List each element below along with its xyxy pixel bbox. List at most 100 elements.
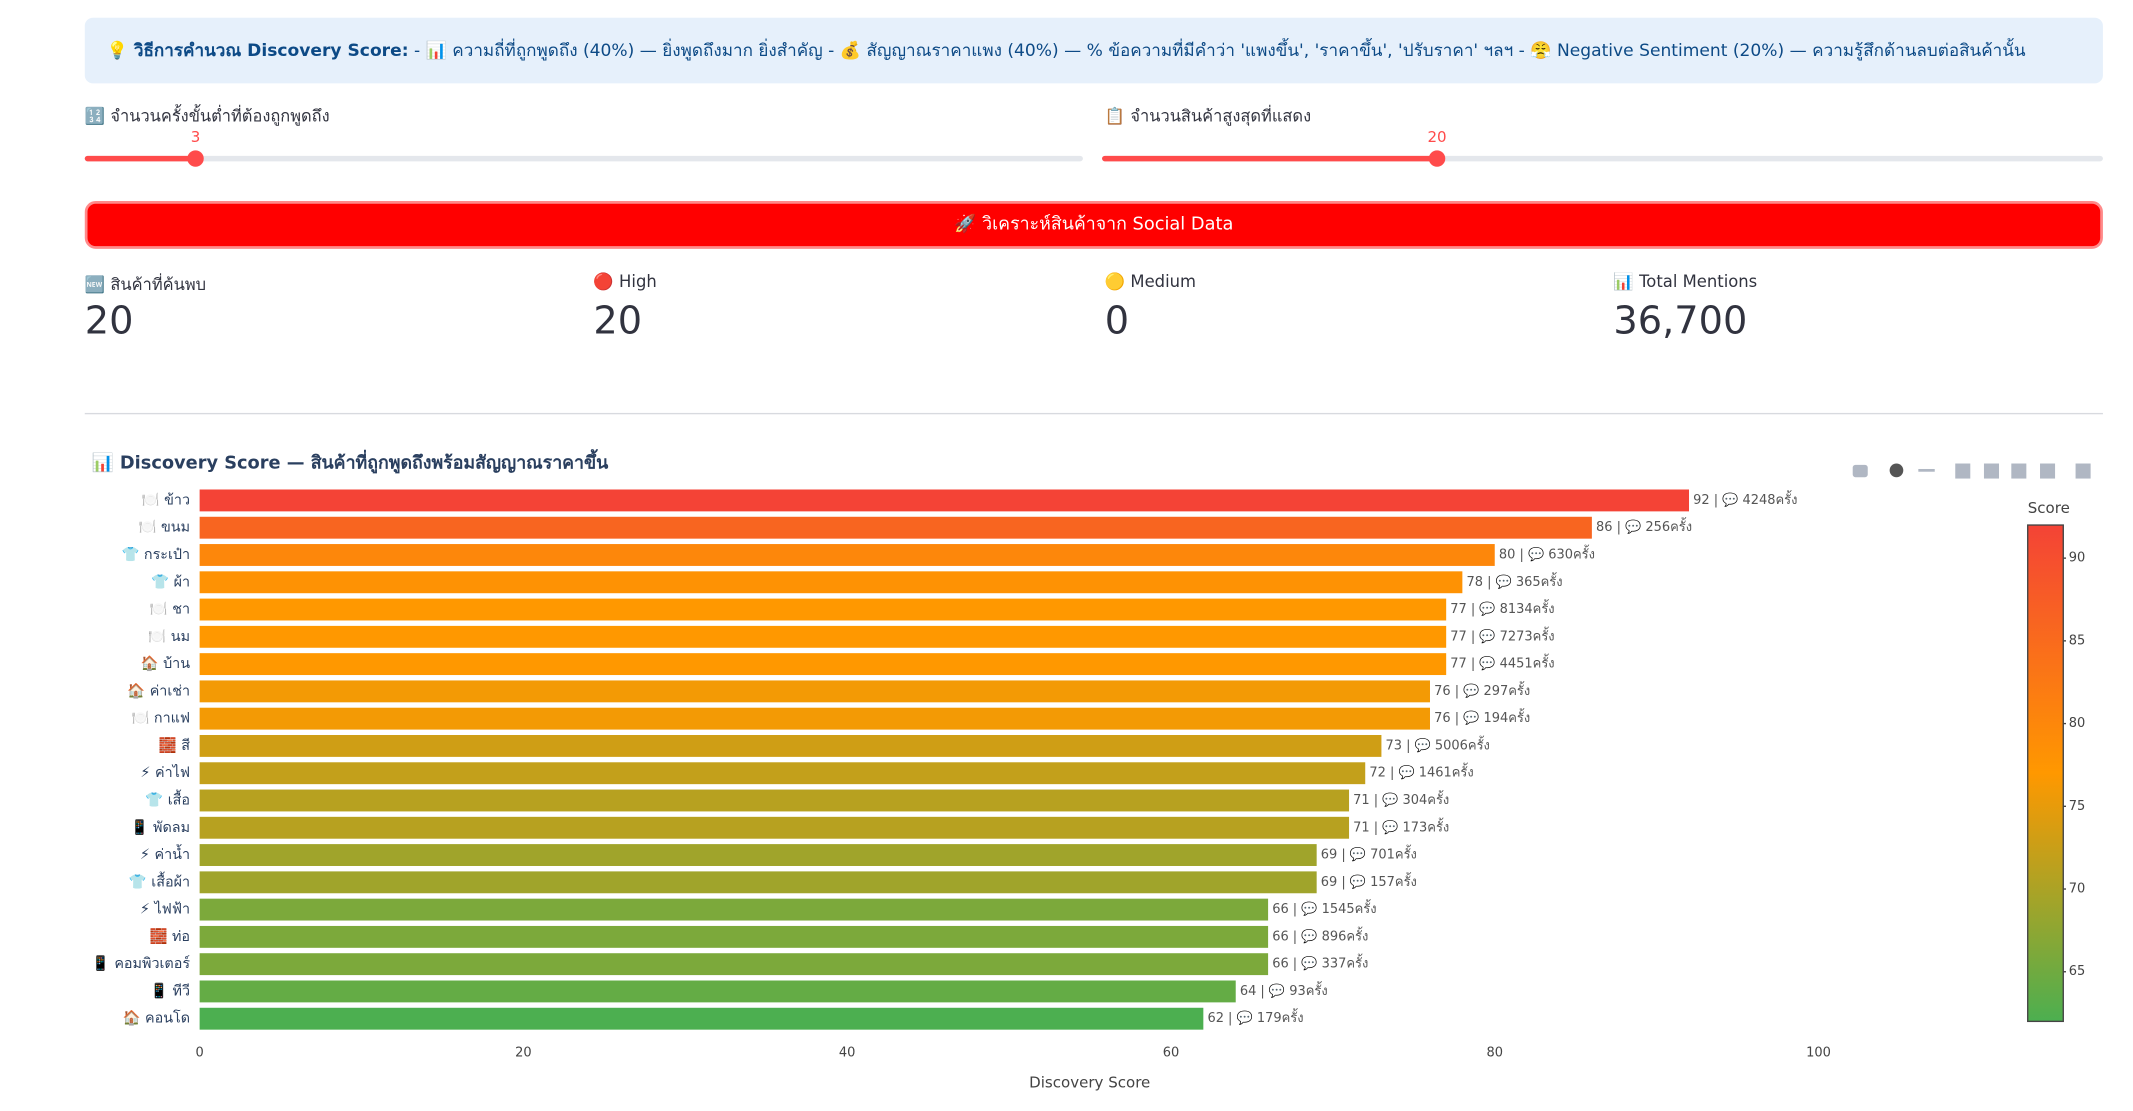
data-label: 66 | 💬 896ครั้ง	[1272, 926, 1368, 944]
colorbar-tick-label: 75	[2069, 799, 2086, 814]
data-label: 64 | 💬 93ครั้ง	[1240, 981, 1328, 999]
x-tick-label: 0	[195, 1045, 203, 1060]
metric-value: 36,700	[1613, 298, 1748, 344]
data-label: 66 | 💬 337ครั้ง	[1272, 954, 1368, 972]
y-tick-label: 🧱 สี	[159, 736, 190, 754]
analyze-button[interactable]: 🚀 วิเคราะห์สินค้าจาก Social Data	[84, 200, 2103, 249]
data-label: 86 | 💬 256ครั้ง	[1596, 517, 1692, 535]
x-axis-title: Discovery Score	[1029, 1073, 1150, 1091]
data-label: 69 | 💬 157ครั้ง	[1321, 872, 1417, 890]
colorbar-tick-label: 65	[2069, 964, 2086, 979]
y-tick-label: ⚡ ค่าน้ำ	[140, 844, 190, 863]
metric-label: 📊 Total Mentions	[1613, 272, 1758, 292]
bar	[199, 598, 1447, 621]
colorbar-tick-label: 85	[2069, 633, 2086, 648]
modebar[interactable]	[1852, 463, 2091, 479]
x-tick-label: 100	[1806, 1045, 1831, 1060]
bar	[199, 762, 1366, 785]
y-tick-label: 👕 กระเป๋า	[121, 546, 190, 563]
bar	[199, 734, 1382, 757]
slider-label: 🔢 จำนวนครั้งขั้นต่ำที่ต้องถูกพูดถึง	[84, 106, 330, 126]
slider-fill	[1102, 155, 1438, 162]
bar	[199, 516, 1592, 539]
data-label: 62 | 💬 179ครั้ง	[1207, 1008, 1303, 1026]
y-tick-label: 👕 เสื้อ	[145, 789, 190, 808]
modebar-button[interactable]	[2011, 463, 2027, 479]
data-label: 77 | 💬 7273ครั้ง	[1450, 626, 1554, 644]
bar	[199, 816, 1350, 839]
y-tick-label: 🍽️ กาแฟ	[131, 710, 190, 727]
bar	[199, 680, 1430, 703]
bar	[199, 844, 1317, 866]
y-tick-label: 📱 คอมพิวเตอร์	[92, 954, 190, 972]
x-tick-label: 60	[1163, 1045, 1180, 1060]
y-tick-label: 🍽️ นม	[148, 628, 190, 645]
data-label: 77 | 💬 4451ครั้ง	[1450, 654, 1554, 672]
modebar-button[interactable]	[1889, 463, 1904, 478]
y-tick-label: 🏠 คอนโด	[123, 1010, 190, 1027]
colorbar-tick-label: 90	[2069, 551, 2086, 566]
modebar-button[interactable]	[1983, 463, 2000, 479]
metric-value: 20	[593, 298, 643, 344]
banner-text: - 📊 ความถี่ที่ถูกพูดถึง (40%) — ยิ่งพูดถ…	[413, 39, 2026, 61]
data-label: 66 | 💬 1545ครั้ง	[1272, 899, 1376, 917]
y-tick-label: 🏠 ค่าเช่า	[127, 682, 190, 699]
y-tick-label: 📱 พัดลม	[131, 818, 190, 836]
bar	[199, 1007, 1204, 1030]
data-label: 73 | 💬 5006ครั้ง	[1386, 735, 1490, 753]
slider-label: 📋 จำนวนสินค้าสูงสุดที่แสดง	[1104, 106, 1312, 126]
slider-handle[interactable]	[187, 150, 204, 167]
y-tick-label: 🍽️ ชา	[150, 601, 190, 618]
bar	[199, 707, 1430, 730]
slider-track[interactable]	[84, 155, 1083, 162]
y-tick-label: 👕 เสื้อผ้า	[129, 871, 190, 890]
bar	[199, 898, 1269, 921]
data-label: 77 | 💬 8134ครั้ง	[1450, 599, 1554, 617]
metric-value: 0	[1104, 298, 1130, 344]
banner-title: 💡 วิธีการคำนวณ Discovery Score:	[106, 39, 409, 61]
info-banner: 💡 วิธีการคำนวณ Discovery Score: - 📊 ความ…	[84, 17, 2103, 84]
bar	[199, 544, 1495, 566]
slider-fill	[84, 155, 196, 162]
modebar-button[interactable]	[2040, 463, 2056, 479]
data-label: 92 | 💬 4248ครั้ง	[1693, 490, 1797, 508]
bar	[199, 625, 1447, 648]
slider-value: 20	[1427, 128, 1447, 147]
data-label: 76 | 💬 194ครั้ง	[1434, 708, 1530, 726]
y-tick-label: 🍽️ ขนม	[139, 519, 191, 536]
y-tick-label: 🍽️ ข้าว	[142, 491, 190, 508]
divider	[84, 412, 2103, 415]
bar	[199, 489, 1690, 512]
slider-track[interactable]	[1102, 155, 2103, 162]
y-tick-label: ⚡ ไฟฟ้า	[140, 901, 190, 918]
bar	[199, 571, 1463, 594]
colorbar-tick-label: 80	[2069, 716, 2086, 731]
data-label: 76 | 💬 297ครั้ง	[1434, 681, 1530, 699]
bar	[199, 953, 1269, 976]
modebar-button[interactable]	[2075, 463, 2091, 479]
modebar-button[interactable]	[1852, 464, 1868, 478]
data-label: 71 | 💬 173ครั้ง	[1353, 817, 1449, 835]
bar	[199, 789, 1350, 812]
y-tick-label: ⚡ ค่าไฟ	[140, 764, 190, 781]
y-tick-label: 📱 ทีวี	[150, 981, 190, 999]
chart-title: 📊 Discovery Score — สินค้าที่ถูกพูดถึงพร…	[92, 449, 610, 475]
modebar-button[interactable]	[1955, 463, 1971, 479]
data-label: 69 | 💬 701ครั้ง	[1321, 845, 1417, 863]
colorbar-title: Score	[2028, 499, 2070, 517]
x-tick-label: 40	[839, 1045, 856, 1060]
colorbar-tick-label: 70	[2069, 882, 2086, 897]
data-label: 80 | 💬 630ครั้ง	[1499, 544, 1595, 562]
metric-value: 20	[84, 298, 134, 344]
bar	[199, 871, 1317, 894]
modebar-button[interactable]	[1918, 468, 1935, 472]
slider-value: 3	[190, 128, 201, 147]
y-tick-label: 👕 ผ้า	[151, 573, 190, 590]
data-label: 72 | 💬 1461ครั้ง	[1369, 763, 1473, 781]
bar	[199, 980, 1236, 1003]
colorbar	[2027, 524, 2064, 1023]
data-label: 78 | 💬 365ครั้ง	[1466, 572, 1562, 590]
slider-handle[interactable]	[1428, 150, 1446, 167]
